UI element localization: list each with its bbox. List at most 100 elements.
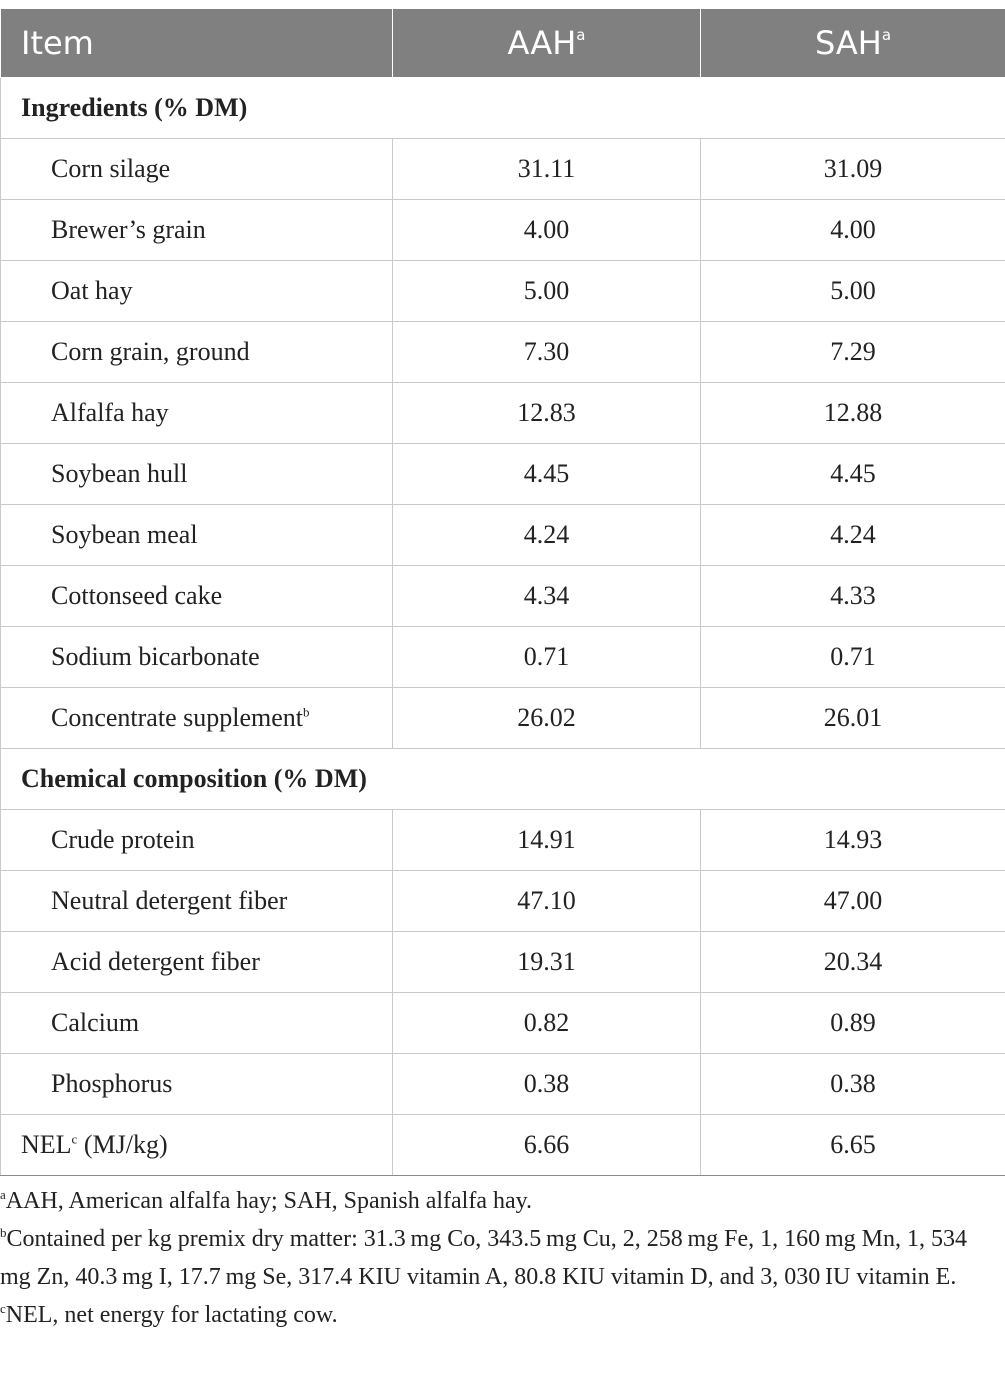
row-label-cell: Cottonseed cake	[0, 565, 393, 627]
aah-value: 14.91	[392, 809, 701, 871]
table-row: Sodium bicarbonate 0.71 0.71	[0, 626, 1005, 688]
diet-composition-table: Item AAHa SAHa Ingredients (% DM) Corn si…	[0, 8, 1005, 1176]
footnote-mark: b	[0, 1225, 7, 1240]
table-row: Cottonseed cake 4.34 4.33	[0, 565, 1005, 627]
nel-label: NEL	[21, 1130, 72, 1159]
row-label: Phosphorus	[51, 1069, 173, 1098]
header-aah-footnote-mark: a	[576, 26, 586, 45]
aah-value: 7.30	[392, 321, 701, 383]
footnote-mark: c	[0, 1301, 6, 1316]
header-sah-footnote-mark: a	[881, 26, 892, 45]
row-label: Sodium bicarbonate	[51, 642, 260, 671]
row-label-cell: Brewer’s grain	[0, 199, 393, 261]
table-row: Soybean meal 4.24 4.24	[0, 504, 1005, 566]
footnote: bContained per kg premix dry matter: 31.…	[0, 1220, 1001, 1296]
footnote-mark: b	[302, 704, 310, 720]
aah-value: 47.10	[392, 870, 701, 932]
row-label: Neutral detergent fiber	[51, 886, 288, 915]
sah-value: 4.00	[700, 199, 1005, 261]
aah-value: 6.66	[392, 1114, 701, 1176]
aah-value: 4.34	[392, 565, 701, 627]
table-row: Corn silage 31.11 31.09	[0, 138, 1005, 200]
aah-value: 0.38	[392, 1053, 701, 1115]
table-row: Concentrate supplementb 26.02 26.01	[0, 687, 1005, 749]
section-row: Chemical composition (% DM)	[0, 748, 1005, 810]
aah-value: 5.00	[392, 260, 701, 322]
table-row: Calcium 0.82 0.89	[0, 992, 1005, 1054]
row-label-cell: Neutral detergent fiber	[0, 870, 393, 932]
footnote-mark: c	[71, 1131, 78, 1147]
footnote-mark: a	[0, 1187, 6, 1202]
row-label: Brewer’s grain	[51, 215, 206, 244]
footnote-text: NEL, net energy for lactating cow.	[5, 1302, 338, 1328]
sah-value: 12.88	[700, 382, 1005, 444]
sah-value: 14.93	[700, 809, 1005, 871]
row-label: Corn silage	[51, 154, 171, 183]
nel-label-cell: NELc (MJ/kg)	[0, 1114, 393, 1176]
row-label-cell: Calcium	[0, 992, 393, 1054]
footnote: aAAH, American alfalfa hay; SAH, Spanish…	[0, 1182, 1001, 1220]
aah-value: 4.00	[392, 199, 701, 261]
aah-value: 4.24	[392, 504, 701, 566]
row-label-cell: Sodium bicarbonate	[0, 626, 393, 688]
row-label-cell: Concentrate supplementb	[0, 687, 393, 749]
header-item: Item	[0, 8, 393, 78]
row-label: Soybean meal	[51, 520, 198, 549]
row-label: Oat hay	[51, 276, 133, 305]
footnote-text: AAH, American alfalfa hay; SAH, Spanish …	[5, 1188, 533, 1214]
table-row: Brewer’s grain 4.00 4.00	[0, 199, 1005, 261]
aah-value: 19.31	[392, 931, 701, 993]
row-label-cell: Phosphorus	[0, 1053, 393, 1115]
footnotes: aAAH, American alfalfa hay; SAH, Spanish…	[0, 1182, 1005, 1334]
sah-value: 0.89	[700, 992, 1005, 1054]
sah-value: 26.01	[700, 687, 1005, 749]
nel-unit: (MJ/kg)	[77, 1130, 168, 1159]
table-row: Neutral detergent fiber 47.10 47.00	[0, 870, 1005, 932]
aah-value: 0.82	[392, 992, 701, 1054]
header-row: Item AAHa SAHa	[0, 8, 1005, 78]
header-item-label: Item	[21, 24, 94, 62]
row-label: Acid detergent fiber	[51, 947, 260, 976]
sah-value: 4.33	[700, 565, 1005, 627]
section-title: Chemical composition (% DM)	[0, 748, 1005, 810]
row-label-cell: Corn grain, ground	[0, 321, 393, 383]
sah-value: 4.45	[700, 443, 1005, 505]
header-aah-label: AAH	[507, 24, 577, 62]
sah-value: 31.09	[700, 138, 1005, 200]
nel-row: NELc (MJ/kg) 6.66 6.65	[0, 1114, 1005, 1176]
sah-value: 20.34	[700, 931, 1005, 993]
aah-value: 0.71	[392, 626, 701, 688]
row-label-cell: Acid detergent fiber	[0, 931, 393, 993]
header-aah: AAHa	[392, 8, 701, 78]
table-header: Item AAHa SAHa	[0, 8, 1005, 78]
row-label: Corn grain, ground	[51, 337, 250, 366]
row-label: Cottonseed cake	[51, 581, 223, 610]
sah-value: 4.24	[700, 504, 1005, 566]
row-label-cell: Crude protein	[0, 809, 393, 871]
row-label-cell: Oat hay	[0, 260, 393, 322]
header-sah-label: SAH	[814, 24, 882, 62]
sah-value: 0.38	[700, 1053, 1005, 1115]
row-label-cell: Alfalfa hay	[0, 382, 393, 444]
table-body: Ingredients (% DM) Corn silage 31.11 31.09 B…	[0, 77, 1005, 1176]
header-sah: SAHa	[700, 8, 1005, 78]
row-label: Alfalfa hay	[51, 398, 169, 427]
table-row: Acid detergent fiber 19.31 20.34	[0, 931, 1005, 993]
aah-value: 26.02	[392, 687, 701, 749]
sah-value: 47.00	[700, 870, 1005, 932]
row-label-cell: Corn silage	[0, 138, 393, 200]
aah-value: 12.83	[392, 382, 701, 444]
table-row: Phosphorus 0.38 0.38	[0, 1053, 1005, 1115]
footnote: cNEL, net energy for lactating cow.	[0, 1296, 1001, 1334]
row-label: Crude protein	[51, 825, 195, 854]
sah-value: 7.29	[700, 321, 1005, 383]
table-row: Corn grain, ground 7.30 7.29	[0, 321, 1005, 383]
sah-value: 5.00	[700, 260, 1005, 322]
table-row: Alfalfa hay 12.83 12.88	[0, 382, 1005, 444]
table-row: Oat hay 5.00 5.00	[0, 260, 1005, 322]
row-label: Concentrate supplement	[51, 703, 303, 732]
aah-value: 4.45	[392, 443, 701, 505]
row-label: Calcium	[51, 1008, 140, 1037]
section-row: Ingredients (% DM)	[0, 77, 1005, 139]
sah-value: 6.65	[700, 1114, 1005, 1176]
